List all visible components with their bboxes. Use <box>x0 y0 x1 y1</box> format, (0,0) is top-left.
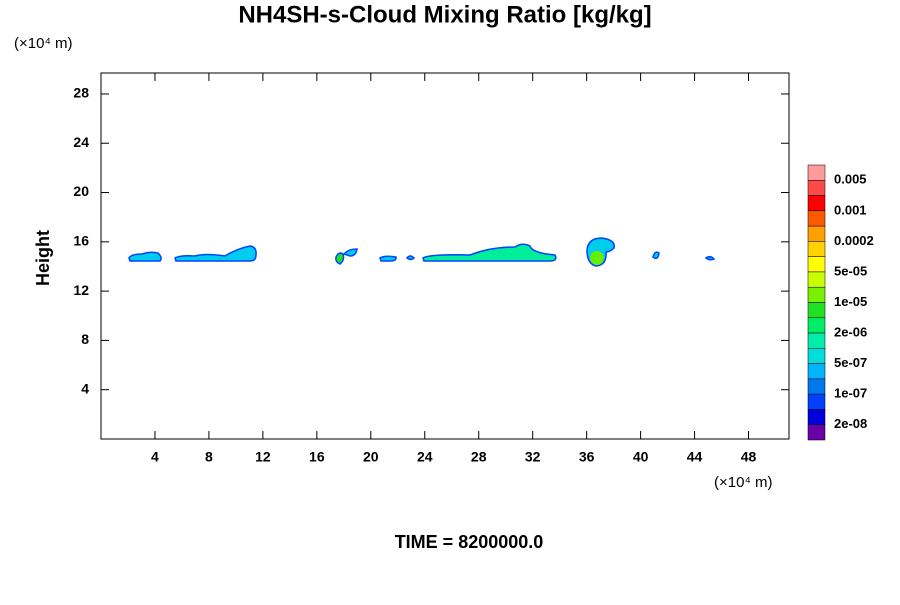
cloud <box>704 255 716 261</box>
y-axis-label: Height <box>33 230 53 286</box>
y-tick-label: 20 <box>73 183 89 199</box>
colorbar-swatch <box>807 286 826 303</box>
x-tick-label: 48 <box>741 449 757 465</box>
cloud <box>422 243 557 262</box>
cloud <box>652 251 660 260</box>
colorbar-swatch <box>807 164 826 181</box>
colorbar-swatch <box>807 332 826 349</box>
y-tick-label: 28 <box>73 85 89 101</box>
colorbar-swatch <box>807 195 826 212</box>
colorbar-swatch <box>807 317 826 334</box>
x-tick-label: 40 <box>633 449 649 465</box>
x-tick-label: 28 <box>471 449 487 465</box>
x-tick-label: 16 <box>309 449 325 465</box>
clouds <box>128 237 716 267</box>
cloud <box>342 248 358 257</box>
colorbar-label: 0.001 <box>834 202 867 217</box>
colorbar-swatch <box>807 225 826 242</box>
y-tick-label: 16 <box>73 233 89 249</box>
colorbar-swatch <box>807 409 826 425</box>
colorbar-swatch <box>807 348 826 364</box>
x-tick-label: 36 <box>579 449 595 465</box>
colorbar-label: 2e-08 <box>834 416 867 431</box>
y-tick-label: 12 <box>73 282 89 298</box>
colorbar-label: 5e-07 <box>834 355 867 370</box>
y-tick-label: 24 <box>73 134 89 150</box>
colorbar-swatch <box>807 424 826 441</box>
colorbar-label: 2e-06 <box>834 324 867 339</box>
x-tick-label: 4 <box>151 449 159 465</box>
colorbar-label: 1e-07 <box>834 386 867 401</box>
time-label: TIME = 8200000.0 <box>395 532 544 552</box>
colorbar-swatch <box>807 363 826 380</box>
colorbar-swatch <box>807 302 826 319</box>
colorbar-swatch <box>807 378 826 395</box>
x-tick-label: 8 <box>205 449 213 465</box>
x-tick-label: 12 <box>255 449 271 465</box>
y-tick-label: 4 <box>81 380 89 396</box>
x-unit: (×10⁴ m) <box>714 474 773 491</box>
colorbar-swatch <box>807 271 826 288</box>
colorbar-label: 1e-05 <box>834 294 867 309</box>
colorbar-swatch <box>807 256 826 273</box>
x-tick-label: 44 <box>687 449 703 465</box>
cloud <box>335 252 345 265</box>
colorbar-swatch <box>807 180 826 196</box>
y-tick-label: 8 <box>81 331 89 347</box>
colorbar-label: 5e-05 <box>834 263 867 278</box>
y-unit: (×10⁴ m) <box>14 35 73 52</box>
colorbar-label: 0.005 <box>834 172 867 187</box>
colorbar-swatch <box>807 241 826 257</box>
plot-frame <box>100 72 790 440</box>
cloud <box>405 255 416 261</box>
cloud <box>379 255 397 262</box>
x-tick-label: 24 <box>417 449 433 465</box>
chart-title: NH4SH-s-Cloud Mixing Ratio [kg/kg] <box>238 1 651 28</box>
cloud <box>174 245 257 262</box>
colorbar-swatch <box>807 210 826 227</box>
x-tick-label: 32 <box>525 449 541 465</box>
cloud-core <box>590 251 604 265</box>
colorbar-swatch <box>807 393 826 410</box>
colorbar-label: 0.0002 <box>834 233 874 248</box>
x-tick-label: 20 <box>363 449 379 465</box>
cloud <box>128 251 162 262</box>
